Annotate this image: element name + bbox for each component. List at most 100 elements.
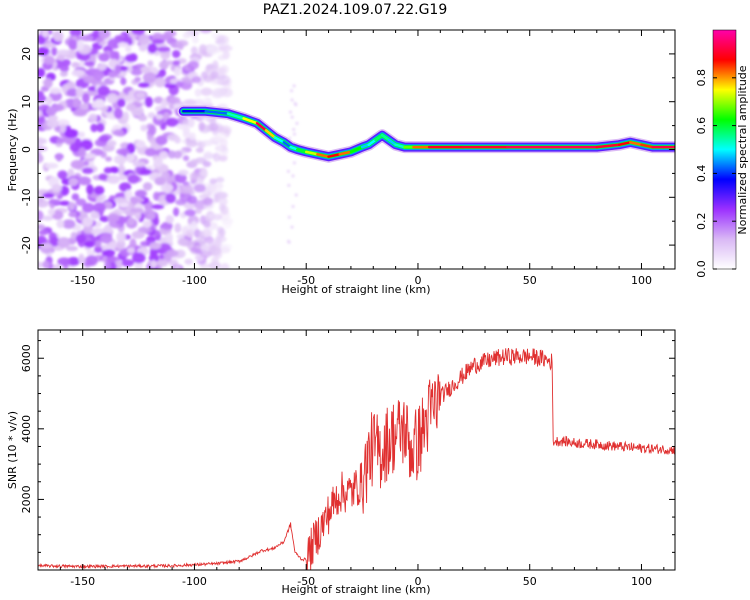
noise-blob (38, 94, 47, 103)
snr-series-line (38, 347, 675, 570)
y-tick-label: 6000 (20, 344, 33, 372)
noise-blob (165, 193, 176, 204)
noise-blob (168, 259, 179, 267)
ridge-core-segment (380, 133, 391, 142)
noise-blob (44, 162, 59, 169)
heatmap-layer (38, 30, 675, 269)
spectrogram-x-label: Height of straight line (km) (281, 283, 430, 296)
noise-blob (55, 153, 63, 162)
noise-blob (103, 167, 113, 174)
noise-blob (184, 258, 193, 265)
noise-blob (206, 45, 219, 55)
noise-blob (154, 77, 166, 88)
x-tick-label: -50 (297, 575, 315, 588)
noise-blob (144, 96, 153, 108)
noise-blob (151, 39, 165, 45)
noise-blob (62, 219, 76, 229)
ridge-core-segment (387, 138, 397, 146)
noise-blob (51, 184, 63, 193)
noise-blob (96, 122, 105, 133)
noise-blob (173, 66, 181, 77)
noise-dot (292, 161, 296, 165)
x-tick-label: -150 (70, 274, 95, 287)
noise-blob (218, 243, 230, 254)
x-tick-label: 100 (631, 274, 652, 287)
noise-dot (287, 215, 291, 219)
noise-blob (165, 214, 174, 224)
y-tick-label: 2000 (20, 485, 33, 513)
noise-blob (177, 238, 189, 246)
noise-blob (135, 91, 146, 99)
noise-blob (125, 103, 137, 112)
noise-blob (144, 148, 157, 157)
noise-blob (165, 249, 179, 258)
noise-blob (45, 96, 53, 106)
noise-blob (148, 253, 160, 263)
noise-blob (150, 259, 157, 269)
noise-blob (200, 87, 213, 96)
noise-blob (161, 221, 173, 230)
ridge-core-segment (273, 136, 286, 144)
colorbar-tick-label: 0.8 (695, 69, 708, 87)
colorbar-frame (712, 29, 737, 270)
noise-blob (163, 112, 170, 119)
noise-blob (218, 197, 228, 206)
noise-dot (290, 89, 294, 93)
noise-blob (43, 77, 53, 89)
noise-blob (172, 207, 180, 217)
noise-blob (142, 220, 152, 228)
noise-blob (114, 64, 121, 75)
noise-blob (71, 61, 80, 68)
x-tick-label: -50 (297, 274, 315, 287)
noise-blob (155, 135, 168, 146)
noise-blob (56, 219, 65, 229)
noise-blob (72, 109, 87, 117)
noise-blob (220, 263, 230, 269)
noise-blob (185, 229, 195, 238)
noise-blob (206, 64, 215, 70)
noise-blob (118, 201, 129, 208)
noise-blob (139, 168, 152, 176)
snr-y-label: SNR (10 * v/v) (6, 411, 19, 489)
snr-x-label: Height of straight line (km) (281, 583, 430, 596)
noise-blob (82, 202, 95, 213)
noise-blob (212, 152, 221, 162)
noise-blob (187, 60, 199, 70)
noise-blob (130, 67, 143, 76)
noise-blob (216, 132, 227, 138)
colorbar-tick-label: 0.0 (695, 260, 708, 278)
noise-blob (81, 167, 94, 174)
noise-blob (121, 259, 135, 267)
noise-blob (187, 195, 198, 205)
noise-blob (209, 261, 222, 269)
noise-blob (95, 98, 105, 108)
noise-blob (83, 61, 95, 67)
x-tick-label: 50 (523, 575, 537, 588)
noise-blob (38, 195, 44, 204)
noise-blob (38, 46, 50, 57)
noise-blob (140, 66, 151, 74)
noise-blob (195, 147, 204, 153)
noise-blob (129, 238, 137, 250)
noise-blob (107, 38, 121, 49)
noise-blob (215, 191, 229, 200)
noise-blob (107, 213, 120, 223)
noise-blob (38, 224, 46, 230)
ridge-core-segment (394, 143, 406, 149)
noise-blob (190, 158, 199, 166)
noise-blob (175, 81, 184, 88)
noise-dot (290, 115, 294, 119)
y-tick-label: -20 (20, 236, 33, 254)
noise-blob (185, 140, 198, 148)
noise-blob (153, 157, 163, 167)
noise-blob (168, 150, 176, 159)
ridge-core-segment (640, 143, 654, 149)
noise-blob (199, 30, 212, 34)
noise-blob (78, 253, 85, 264)
noise-blob (178, 169, 189, 176)
noise-dot (290, 225, 294, 229)
noise-blob (97, 63, 107, 71)
colorbar-gradient (713, 30, 736, 269)
noise-blob (71, 193, 80, 201)
